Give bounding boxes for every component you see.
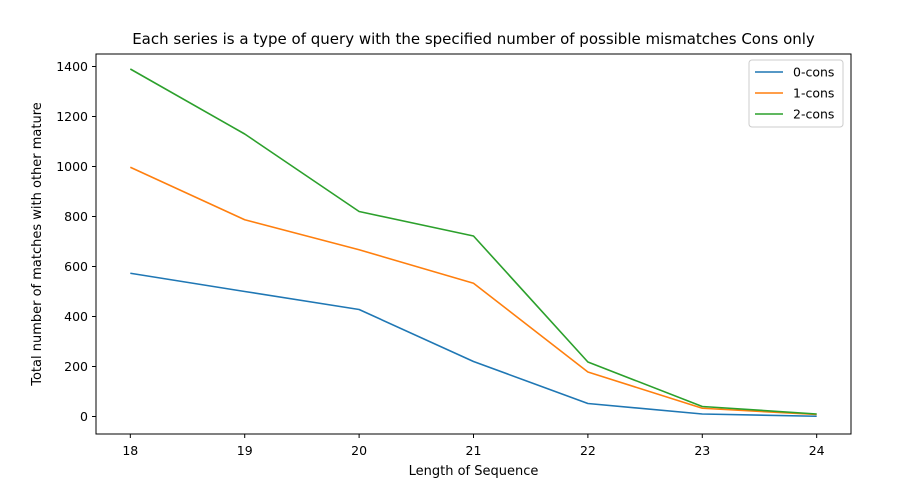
x-tick-label: 20: [351, 443, 367, 458]
series-layer: [129, 68, 817, 418]
y-tick-label: 1200: [56, 109, 88, 124]
plot-frame: [95, 53, 852, 435]
x-axis-label: Length of Sequence: [409, 464, 539, 479]
x-tick-label: 22: [580, 443, 596, 458]
x-tick-label: 23: [694, 443, 710, 458]
chart-title: Each series is a type of query with the …: [132, 30, 815, 48]
y-tick-label: 0: [80, 409, 88, 424]
series-line-0-cons: [130, 272, 817, 418]
y-tick-label: 800: [64, 209, 88, 224]
y-tick-label: 400: [64, 309, 88, 324]
x-tick-label: 24: [809, 443, 825, 458]
legend: 0-cons 1-cons 2-cons: [748, 59, 844, 128]
y-axis: 0 200 400 600 800 1000 1200 1400: [56, 59, 96, 424]
series-line-2-cons: [129, 68, 817, 415]
y-tick-label: 1400: [56, 59, 88, 74]
x-axis: 18 19 20 21 22 23 24: [122, 434, 825, 458]
legend-label: 2-cons: [793, 107, 834, 122]
y-axis-label: Total number of matches with other matur…: [30, 102, 45, 387]
legend-box: [748, 59, 844, 128]
x-tick-label: 18: [122, 443, 138, 458]
x-tick-label: 21: [466, 443, 482, 458]
y-tick-label: 600: [64, 259, 88, 274]
x-tick-label: 19: [237, 443, 253, 458]
y-tick-label: 1000: [56, 159, 88, 174]
series-line-1-cons: [129, 166, 817, 416]
plot-area: [95, 53, 852, 435]
legend-label: 1-cons: [793, 86, 834, 101]
y-tick-label: 200: [64, 359, 88, 374]
legend-label: 0-cons: [793, 65, 834, 80]
